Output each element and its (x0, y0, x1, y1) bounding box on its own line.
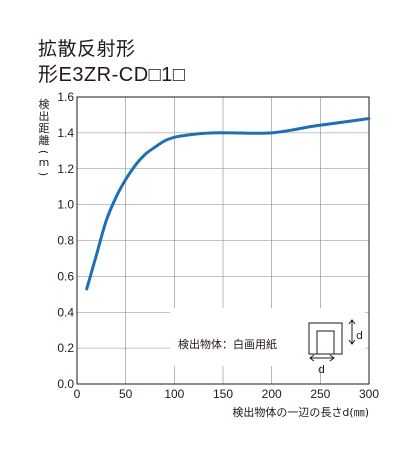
y-axis-label-char: m (39, 156, 50, 169)
y-axis-label-char: ( (37, 150, 50, 154)
y-axis-label-char: 検 (39, 97, 50, 111)
y-tick-label: 1.0 (57, 198, 74, 212)
annotation-box: 検出物体：白画用紙 d d (170, 308, 365, 376)
y-tick-label: 1.6 (57, 90, 74, 104)
y-tick-label: 0.8 (57, 234, 74, 248)
x-tick-label: 300 (359, 387, 379, 401)
y-tick-label: 0.4 (57, 305, 74, 319)
y-axis-label-char: 離 (39, 133, 50, 147)
x-tick-label: 0 (74, 387, 81, 401)
plot-frame (76, 96, 370, 385)
y-axis-label-char: 距 (39, 122, 50, 135)
tick-labels: 0 50 100 150 200 250 300 0.0 0.2 0.4 0.6 0.8 1.0 1.2 1… (57, 90, 379, 401)
dimension-label-horizontal: d (318, 363, 325, 376)
x-axis-label: 検出物体の一辺の長さd(㎜) (232, 405, 369, 419)
y-tick-label: 0.6 (57, 269, 74, 283)
annotation-text: 検出物体：白画用紙 (178, 337, 277, 351)
series-line (85, 117, 371, 291)
x-tick-label: 50 (119, 387, 133, 401)
dimension-diagram-icon (308, 319, 356, 362)
annotation-background (170, 308, 365, 366)
y-tick-label: 1.4 (57, 126, 74, 140)
y-axis-label-char: 出 (39, 109, 50, 123)
x-tick-label: 200 (262, 387, 282, 401)
title-line-1: 拡散反射形 (38, 38, 136, 60)
dimension-label-vertical: d (356, 329, 363, 342)
x-tick-label: 100 (164, 387, 184, 401)
y-axis-label-char: ) (37, 172, 50, 176)
x-tick-label: 150 (213, 387, 233, 401)
y-tick-label: 0.0 (57, 377, 74, 391)
title-line-2: 形E3ZR-CD□1□ (38, 64, 186, 86)
x-tick-label: 250 (310, 387, 330, 401)
chart-title: 拡散反射形 形E3ZR-CD□1□ (38, 36, 185, 88)
y-tick-label: 0.2 (57, 341, 74, 355)
y-tick-label: 1.2 (57, 162, 74, 176)
